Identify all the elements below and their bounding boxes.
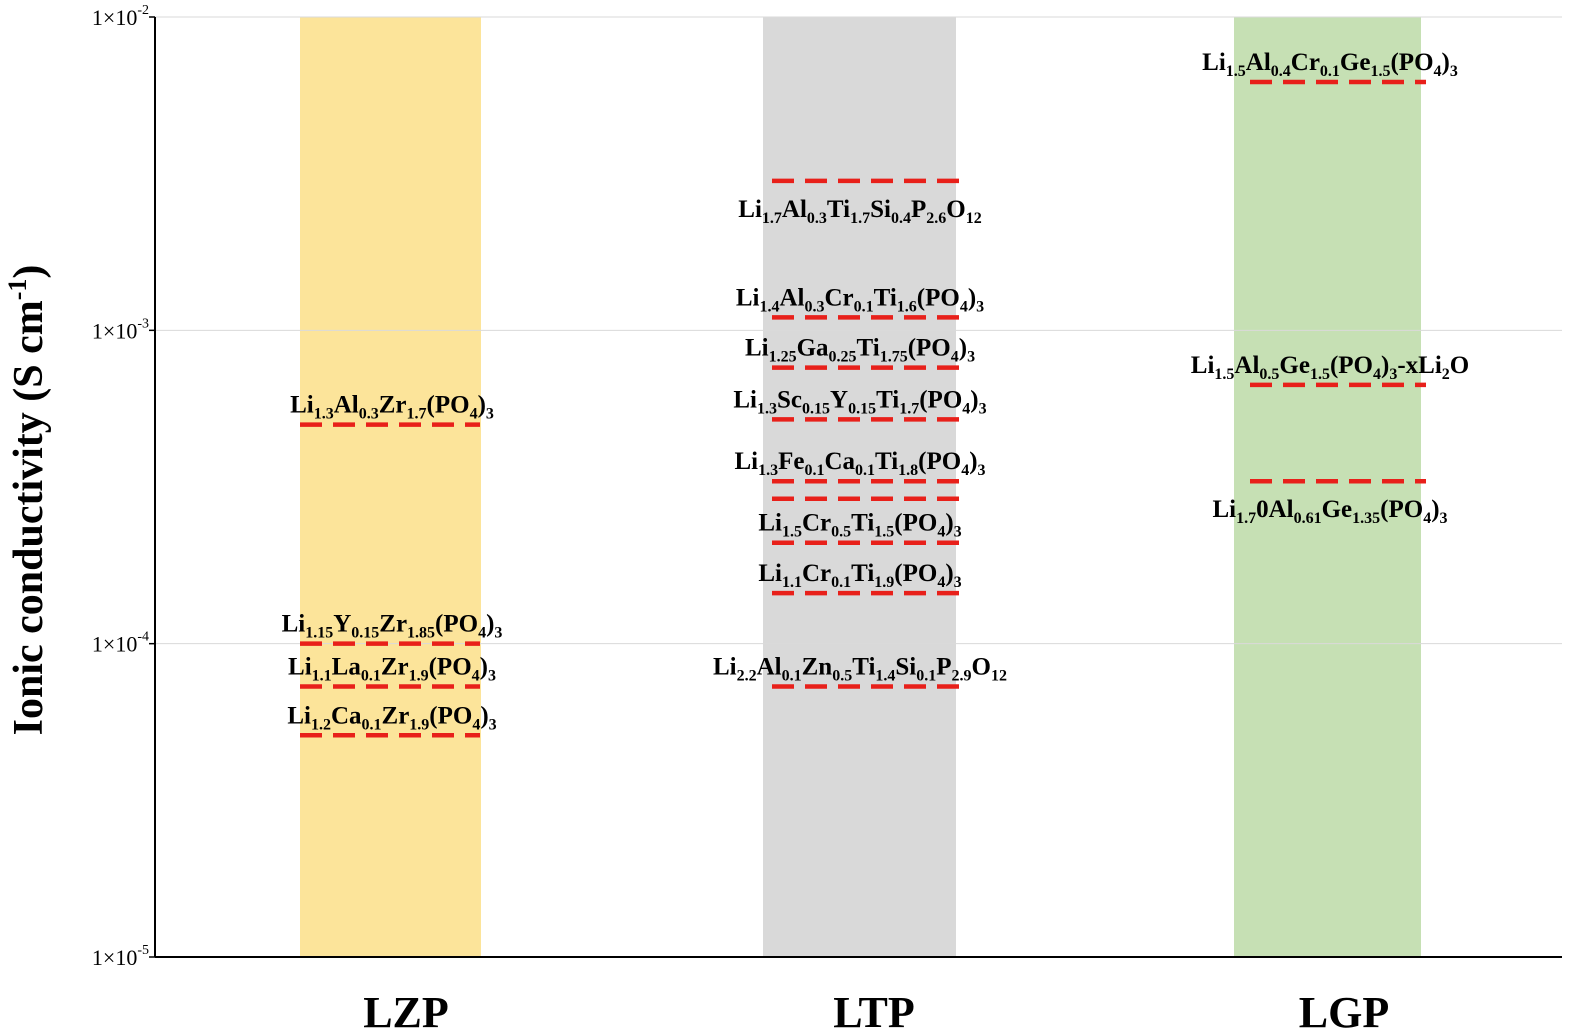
x-category-labels: LZP LTP LGP [363,988,1389,1034]
x-category-label: LGP [1299,988,1389,1034]
y-tick-label: 1×10-3 [92,316,149,343]
y-tick-label: 1×10-4 [92,630,149,657]
formula-label: Li1.4Al0.3Cr0.1Ti1.6(PO4)3 [736,284,984,315]
band-lzp [300,17,481,957]
category-bands [300,17,1421,957]
gridlines [155,16,1562,645]
x-category-label: LZP [363,988,449,1034]
x-category-label: LTP [833,988,915,1034]
formula-labels: Li1.3Al0.3Zr1.7(PO4)3 Li1.15Y0.15Zr1.85(P… [282,49,1470,733]
formula-label: Li1.70Al0.61Ge1.35(PO4)3 [1212,496,1447,527]
y-tick-label: 1×10-2 [92,3,149,30]
formula-label: Li2.2Al0.1Zn0.5Ti1.4Si0.1P2.9O12 [713,653,1007,684]
formula-label: Li1.7Al0.3Ti1.7Si0.4P2.6O12 [738,196,981,227]
y-axis-title: Ionic conductivity (S cm-1) [3,265,52,736]
conductivity-lines [300,79,1426,738]
formula-label: Li1.2Ca0.1Zr1.9(PO4)3 [287,702,496,733]
y-tick-labels: 1×10-5 1×10-4 1×10-3 1×10-2 [92,3,155,970]
formula-label: Li1.5Al0.5Ge1.5(PO4)3-xLi2O [1191,352,1469,383]
axes [154,17,1562,958]
formula-label: Li1.3Fe0.1Ca0.1Ti1.8(PO4)3 [734,448,985,479]
formula-label: Li1.5Cr0.5Ti1.5(PO4)3 [758,510,961,541]
formula-label: Li1.5Al0.4Cr0.1Ge1.5(PO4)3 [1202,49,1458,80]
formula-label: Li1.3Sc0.15Y0.15Ti1.7(PO4)3 [733,386,986,417]
band-lgp [1234,17,1421,957]
formula-label: Li1.1Cr0.1Ti1.9(PO4)3 [758,560,961,591]
formula-label: Li1.15Y0.15Zr1.85(PO4)3 [282,611,503,642]
band-ltp [763,17,956,957]
formula-label: Li1.3Al0.3Zr1.7(PO4)3 [290,392,494,423]
y-tick-label: 1×10-5 [92,943,149,970]
formula-label: Li1.1La0.1Zr1.9(PO4)3 [288,653,496,684]
formula-label: Li1.25Ga0.25Ti1.75(PO4)3 [745,335,975,366]
